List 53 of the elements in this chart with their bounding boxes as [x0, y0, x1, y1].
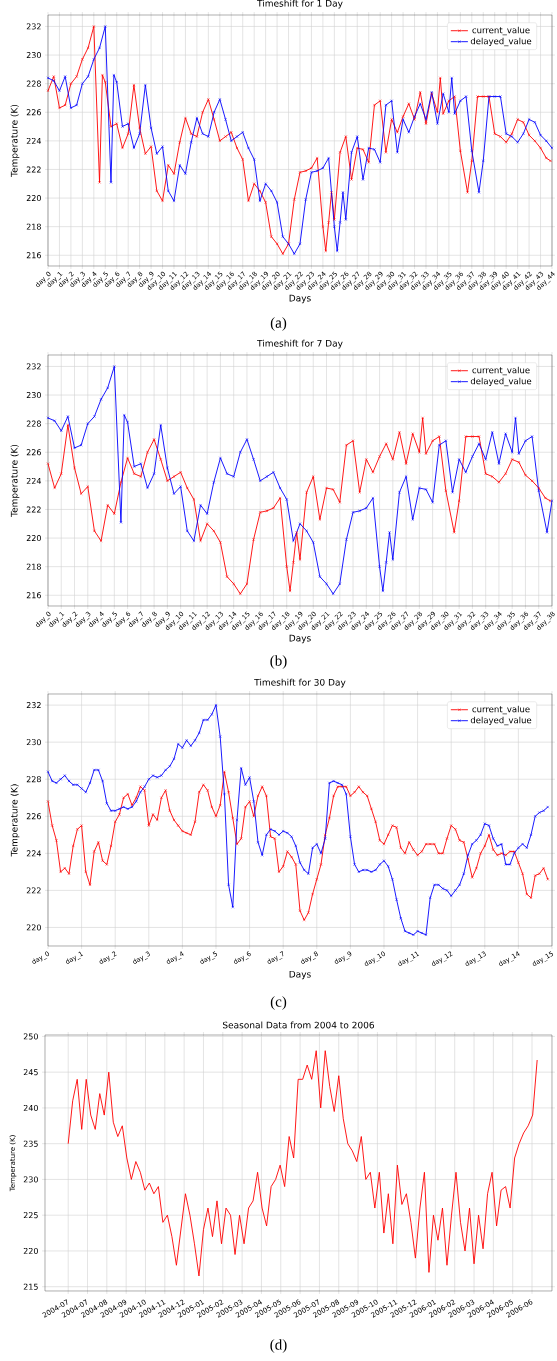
y-tick-label: 220 [26, 195, 41, 202]
x-axis-title: Days [289, 634, 311, 644]
chart-title: Timeshift for 30 Day [254, 678, 346, 688]
y-tick-label: 224 [26, 477, 42, 484]
y-tick-label: 230 [23, 1176, 38, 1183]
y-tick-label: 220 [23, 1247, 38, 1254]
y-tick-label: 230 [26, 739, 41, 746]
legend-label: delayed_value [470, 377, 532, 387]
y-tick-label: 230 [26, 392, 41, 399]
text: (c) [270, 996, 287, 1010]
chart-title: Seasonal Data from 2004 to 2006 [222, 1021, 375, 1029]
y-tick-label: 240 [23, 1104, 38, 1111]
y-tick-label: 228 [26, 420, 41, 427]
y-tick-label: 222 [26, 166, 41, 173]
legend-label: delayed_value [470, 37, 532, 47]
text: (a) [270, 317, 287, 331]
y-tick-label: 220 [26, 924, 41, 931]
y-tick-label: 226 [26, 813, 41, 820]
y-axis-title: Temperature (K) [10, 104, 20, 177]
legend-label: current_value [472, 26, 530, 36]
legend-label: current_value [472, 705, 530, 715]
x-axis-title: Days [289, 294, 311, 304]
text: (b) [270, 655, 287, 669]
y-tick-label: 245 [23, 1069, 38, 1076]
y-tick-label: 224 [26, 850, 42, 857]
y-tick-label: 228 [26, 776, 41, 783]
y-tick-label: 250 [23, 1033, 38, 1040]
y-tick-label: 225 [23, 1212, 38, 1219]
y-tick-label: 232 [26, 363, 41, 370]
y-tick-label: 220 [26, 535, 41, 542]
y-tick-label: 218 [26, 563, 41, 570]
x-axis-title: Days [289, 970, 311, 980]
y-tick-label: 226 [26, 109, 41, 116]
legend-label: current_value [472, 366, 530, 376]
y-tick-label: 235 [23, 1140, 38, 1147]
y-tick-label: 216 [26, 592, 41, 599]
legend-label: delayed_value [470, 716, 532, 726]
y-tick-label: 228 [26, 80, 41, 87]
y-tick-label: 224 [26, 137, 42, 144]
y-tick-label: 222 [26, 506, 41, 513]
chart-title: Timeshift for 1 Day [257, 0, 343, 9]
y-tick-label: 232 [26, 23, 41, 30]
y-axis-title: Temperature (K) [10, 784, 20, 857]
y-axis-title: Temperature (K) [10, 444, 20, 517]
y-tick-label: 218 [26, 223, 41, 230]
y-tick-label: 222 [26, 887, 41, 894]
y-tick-label: 226 [26, 449, 41, 456]
y-tick-label: 232 [26, 702, 41, 709]
chart-title: Timeshift for 7 Day [257, 339, 343, 349]
y-tick-label: 216 [26, 252, 41, 259]
y-tick-label: 230 [26, 52, 41, 59]
y-tick-label: 215 [23, 1283, 38, 1290]
text: (d) [270, 1339, 287, 1353]
